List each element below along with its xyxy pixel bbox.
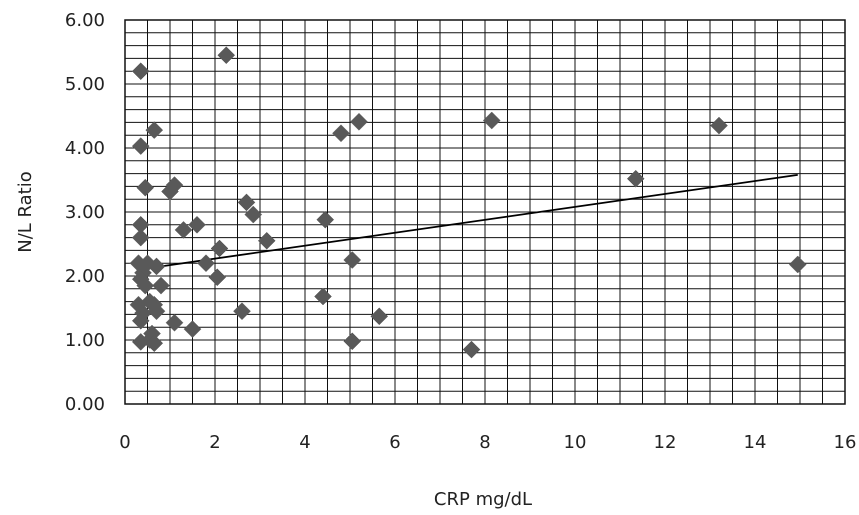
x-tick-label: 12 [654,432,677,453]
data-point [316,210,335,229]
data-point [626,169,645,188]
data-point [145,121,164,139]
x-tick-label: 8 [479,432,490,453]
data-point [350,112,368,131]
data-point [710,116,728,135]
plot-area-border [124,19,846,405]
data-point [188,215,206,234]
y-tick-label: 4.00 [65,138,105,159]
data-point [183,320,202,338]
data-point [208,268,227,287]
data-point [233,302,251,321]
data-points [129,46,807,359]
y-tick-label: 5.00 [65,74,105,95]
data-point [152,276,170,295]
data-point [145,334,164,353]
trendline-group [138,173,798,271]
x-tick-label: 10 [564,432,587,453]
x-tick-label: 16 [834,432,857,453]
data-point [788,255,807,274]
data-point [370,307,389,326]
y-tick-label: 2.00 [65,266,105,287]
y-axis-title: N/L Ratio [15,171,36,253]
y-tick-label: 3.00 [65,202,105,223]
data-point [131,137,150,155]
y-tick-label: 1.00 [65,330,105,351]
data-point [174,221,193,239]
data-point [131,311,150,330]
x-axis-title: CRP mg/dL [434,489,532,510]
data-point [210,239,229,258]
data-point [131,228,150,247]
data-point [131,62,150,81]
data-point [314,287,332,306]
x-tick-label: 2 [209,432,220,453]
data-point [343,251,362,269]
x-tick-label: 6 [389,432,400,453]
data-point [482,111,501,130]
data-point [332,124,350,143]
data-point [237,193,256,212]
grid-lines [124,19,846,405]
data-point [462,340,481,359]
y-tick-label: 6.00 [65,10,105,31]
x-tick-label: 14 [744,432,767,453]
x-tick-label: 4 [299,432,310,453]
data-point [136,178,155,197]
data-point [244,205,263,224]
x-tick-label: 0 [119,432,130,453]
data-point [343,332,362,351]
y-tick-label: 0.00 [65,394,105,415]
data-point [147,257,166,276]
data-point [197,254,215,273]
tick-labels: 0 2 4 6 8 10 12 14 16 0.00 1.00 2.00 3.00 4.00 5.00 6.0… [65,10,857,453]
data-point [257,231,276,250]
data-point [165,313,184,332]
trendline [138,173,798,271]
data-point [147,302,166,321]
data-point [165,176,184,194]
data-point [136,276,155,295]
data-point [217,46,236,65]
